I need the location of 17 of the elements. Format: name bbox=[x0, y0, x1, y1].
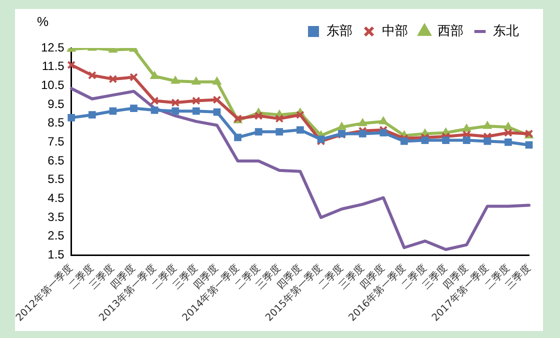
legend-label: 东部 bbox=[326, 24, 352, 39]
legend-label: 中部 bbox=[382, 24, 408, 39]
y-tick-label: 9.5 bbox=[48, 96, 65, 111]
y-tick-label: 11.5 bbox=[42, 59, 65, 74]
y-tick-label: 6.5 bbox=[48, 153, 65, 168]
y-tick-label: 7.5 bbox=[48, 134, 65, 148]
legend-label: 西部 bbox=[438, 24, 464, 39]
y-tick-label: 12.5 bbox=[40, 40, 65, 54]
y-axis-title: % bbox=[37, 14, 49, 29]
y-tick-label: 10.5 bbox=[40, 78, 65, 92]
y-tick-label: 4.5 bbox=[48, 190, 65, 205]
y-tick-label: 1.5 bbox=[48, 247, 65, 262]
y-tick-label: 8.5 bbox=[48, 116, 65, 130]
y-tick-label: 2.5 bbox=[48, 228, 65, 243]
y-tick-label: 3.5 bbox=[48, 210, 65, 224]
legend-label: 东北 bbox=[493, 24, 519, 39]
y-tick-label: 5.5 bbox=[48, 172, 65, 186]
